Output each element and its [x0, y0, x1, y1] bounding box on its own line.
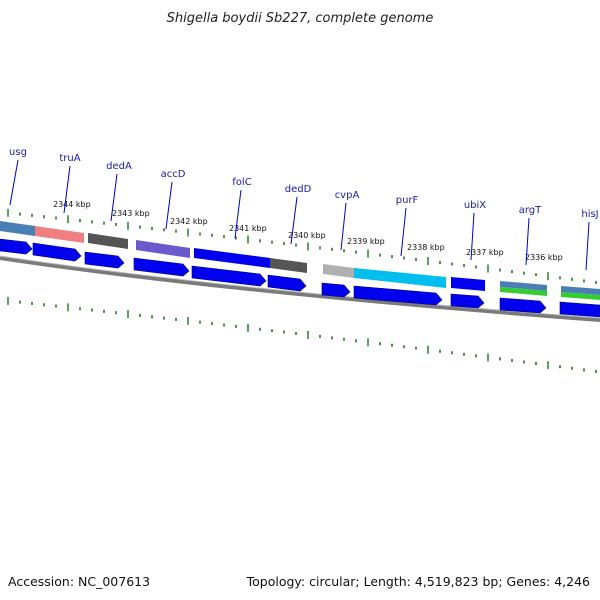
- cds-arrow[interactable]: [84, 251, 125, 269]
- gene-label-truA[interactable]: truA: [59, 153, 80, 164]
- gene-label-folC[interactable]: folC: [232, 177, 251, 188]
- scale-label: 2337 kbp: [466, 248, 504, 257]
- outer-tick-row: [7, 208, 597, 284]
- scale-label: 2344 kbp: [53, 200, 91, 209]
- feature-ubiX[interactable]: [451, 277, 485, 291]
- cds-arrow[interactable]: [0, 238, 33, 255]
- scale-label: 2339 kbp: [347, 237, 385, 246]
- accession-label: Accession: NC_007613: [8, 574, 150, 589]
- feature-purF[interactable]: [354, 268, 446, 288]
- cds-arrow[interactable]: [559, 301, 600, 318]
- scale-label: 2343 kbp: [112, 209, 150, 218]
- feature-dedD[interactable]: [270, 258, 307, 273]
- feature-truA[interactable]: [35, 226, 84, 243]
- feature-argT-a[interactable]: [500, 281, 547, 291]
- feature-dedA[interactable]: [88, 233, 128, 249]
- feature-row-upper: [0, 221, 600, 300]
- feature-usg[interactable]: [0, 221, 35, 236]
- feature-folC[interactable]: [194, 248, 270, 268]
- gene-label-cvpA[interactable]: cvpA: [335, 190, 360, 201]
- inner-tick-row: [7, 296, 597, 373]
- feature-accD[interactable]: [136, 240, 190, 258]
- gene-label-hisJ[interactable]: hisJ: [581, 209, 598, 220]
- map-title: Shigella boydii Sb227, complete genome: [167, 11, 434, 26]
- feature-hisJ-b[interactable]: [561, 292, 600, 300]
- backbone-line: [0, 256, 600, 322]
- gene-label-argT[interactable]: argT: [519, 205, 542, 216]
- feature-argT-b[interactable]: [500, 287, 547, 296]
- gene-leaders: [9, 159, 590, 271]
- gene-label-dedD[interactable]: dedD: [285, 184, 312, 195]
- cds-arrow[interactable]: [499, 297, 547, 314]
- gene-label-usg[interactable]: usg: [9, 147, 27, 158]
- cds-arrow[interactable]: [353, 285, 443, 306]
- scale-labels: 2344 kbp 2343 kbp 2342 kbp 2341 kbp 2340…: [53, 200, 563, 262]
- scale-label: 2338 kbp: [407, 243, 445, 252]
- cds-arrow[interactable]: [32, 242, 82, 262]
- gene-label-accD[interactable]: accD: [161, 169, 186, 180]
- cds-arrow[interactable]: [133, 257, 190, 277]
- scale-label: 2341 kbp: [229, 224, 267, 233]
- gene-label-ubiX[interactable]: ubiX: [464, 200, 486, 211]
- scale-label: 2336 kbp: [525, 253, 563, 262]
- cds-arrow[interactable]: [267, 274, 307, 292]
- feature-cvpA[interactable]: [323, 264, 354, 278]
- cds-arrow[interactable]: [321, 282, 351, 298]
- cds-arrow[interactable]: [450, 293, 485, 309]
- feature-row-lower: [0, 238, 600, 318]
- genome-summary: Topology: circular; Length: 4,519,823 bp…: [246, 574, 590, 589]
- cds-arrow[interactable]: [191, 265, 267, 287]
- gene-label-purF[interactable]: purF: [396, 195, 419, 206]
- scale-label: 2340 kbp: [288, 231, 326, 240]
- scale-label: 2342 kbp: [170, 217, 208, 226]
- gene-label-dedA[interactable]: dedA: [106, 161, 132, 172]
- gene-labels: usg truA dedA accD folC dedD cvpA purF u…: [9, 147, 599, 220]
